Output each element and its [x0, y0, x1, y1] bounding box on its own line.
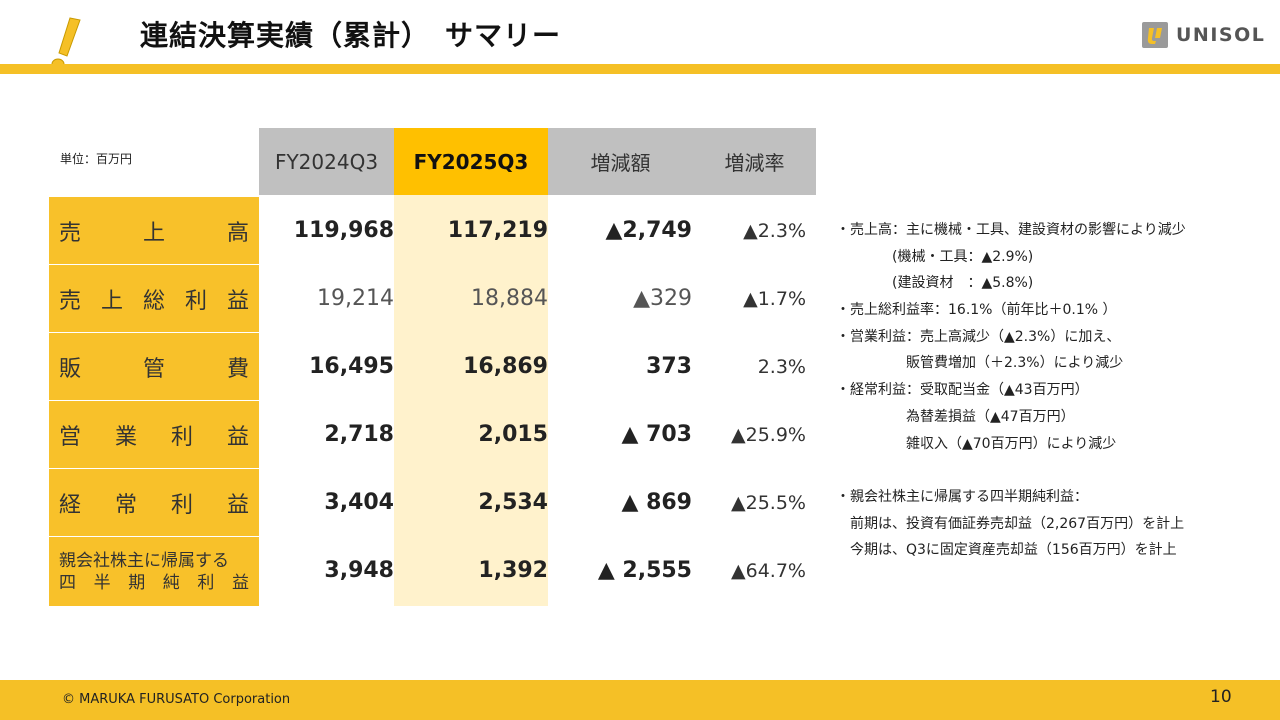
explanation-notes: ・売上高：主に機械・工具、建設資材の影響により減少 (機械・工具：▲2.9%) … [836, 217, 1186, 564]
row-label-net-income: 親会社株主に帰属する 四半期純利益 [49, 537, 259, 606]
note-line: (機械・工具：▲2.9%) [836, 248, 1034, 265]
label-char: 常 [114, 492, 137, 518]
label-char: 利 [170, 492, 193, 518]
header-accent-bar [0, 64, 1280, 74]
label-char: 販 [59, 356, 82, 382]
cell-operating-diff: ▲ 703 [621, 422, 692, 447]
cell-sga-diff: 373 [646, 354, 692, 379]
cell-ordinary-curr: 2,534 [478, 490, 548, 515]
note-line: ・売上高：主に機械・工具、建設資材の影響により減少 [836, 222, 1186, 238]
label-char: 益 [226, 288, 249, 314]
label-char: 期 [128, 572, 146, 593]
cell-operating-rate: ▲25.9% [731, 423, 806, 446]
cell-sales-rate: ▲2.3% [743, 219, 806, 242]
row-label-gross-profit: 売上総利益 [49, 265, 259, 332]
note-line: ・売上総利益率：16.1%（前年比＋0.1% ） [836, 302, 1117, 319]
label-char: 上 [100, 288, 123, 314]
cell-sga-rate: 2.3% [757, 355, 806, 378]
unit-label: 単位：百万円 [60, 152, 133, 166]
cell-operating-prev: 2,718 [324, 422, 394, 447]
cell-sales-prev: 119,968 [293, 218, 394, 243]
page-number: 10 [1210, 687, 1232, 707]
cell-sga-prev: 16,495 [309, 354, 394, 379]
cell-sales-curr: 117,219 [447, 218, 548, 243]
cell-gross-curr: 18,884 [471, 286, 548, 311]
label-char: 費 [226, 356, 249, 382]
note-line: 前期は、投資有価証券売却益（2,267百万円）を計上 [836, 515, 1185, 532]
row-label-operating-profit: 営業利益 [49, 401, 259, 468]
label-char: 業 [114, 424, 137, 450]
column-header-fy2024q3: FY2024Q3 [259, 128, 394, 195]
cell-gross-rate: ▲1.7% [743, 287, 806, 310]
label-char: 総 [142, 288, 165, 314]
label-char: 利 [184, 288, 207, 314]
label-char: 売 [59, 288, 82, 314]
logo-text: UNISOL [1176, 24, 1266, 46]
label-char: 利 [170, 424, 193, 450]
cell-operating-curr: 2,015 [478, 422, 548, 447]
note-line: 今期は、Q3に固定資産売却益（156百万円）を計上 [836, 542, 1177, 559]
label-char: 益 [231, 572, 249, 593]
column-header-change-amount: 増減額 [548, 128, 693, 195]
cell-net-diff: ▲ 2,555 [597, 558, 692, 583]
note-line: 為替差損益（▲47百万円） [836, 408, 1075, 425]
current-period-highlight [394, 195, 548, 606]
cell-ordinary-diff: ▲ 869 [621, 490, 692, 515]
footer-copyright: © MARUKA FURUSATO Corporation [62, 692, 291, 707]
note-line: ・営業利益：売上高減少（▲2.3%）に加え、 [836, 328, 1121, 345]
note-line: ・経常利益：受取配当金（▲43百万円） [836, 382, 1089, 399]
label-char: 経 [59, 492, 82, 518]
label-char: 管 [142, 356, 165, 382]
row-label-text: 営業利益 [59, 419, 249, 451]
label-char: 四 [59, 572, 76, 593]
row-label-line2: 四半期純利益 [59, 572, 249, 594]
row-label-text: 経常利益 [59, 487, 249, 519]
page-title: 連結決算実績（累計） サマリー [140, 19, 562, 52]
row-label-line1: 親会社株主に帰属する [59, 550, 229, 571]
row-label-text: 売上総利益 [59, 283, 249, 315]
cell-gross-diff: ▲329 [633, 286, 692, 311]
note-spacer [836, 457, 1186, 484]
label-char: 半 [93, 572, 111, 593]
row-label-text: 売上高 [59, 215, 249, 247]
cell-ordinary-prev: 3,404 [324, 490, 394, 515]
cell-gross-prev: 19,214 [317, 286, 394, 311]
cell-sales-diff: ▲2,749 [605, 218, 692, 243]
cell-net-prev: 3,948 [324, 558, 394, 583]
row-label-text: 販管費 [59, 351, 249, 383]
label-char: 利 [197, 572, 215, 593]
cell-net-curr: 1,392 [478, 558, 548, 583]
row-label-ordinary-profit: 経常利益 [49, 469, 259, 536]
row-label-sales: 売上高 [49, 197, 259, 264]
cell-ordinary-rate: ▲25.5% [731, 491, 806, 514]
footer-bar [0, 680, 1280, 720]
cell-net-rate: ▲64.7% [731, 559, 806, 582]
label-char: 益 [226, 424, 249, 450]
label-char: 純 [162, 572, 180, 593]
label-char: 営 [59, 424, 82, 450]
unisol-logo-icon [1142, 22, 1168, 48]
company-logo: UNISOL [1142, 22, 1265, 48]
label-char: 上 [142, 220, 165, 246]
label-char: 高 [226, 220, 249, 246]
note-line: ・親会社株主に帰属する四半期純利益： [836, 488, 1088, 505]
note-line: (建設資材 ：▲5.8%) [836, 275, 1034, 292]
column-header-fy2025q3: FY2025Q3 [394, 128, 548, 195]
label-char: 売 [59, 220, 82, 246]
note-line: 雑収入（▲70百万円）により減少 [836, 435, 1117, 452]
row-label-sga: 販管費 [49, 333, 259, 400]
column-header-change-rate: 増減率 [693, 128, 816, 195]
label-char: 益 [226, 492, 249, 518]
cell-sga-curr: 16,869 [463, 354, 548, 379]
note-line: 販管費増加（＋2.3%）により減少 [836, 355, 1124, 372]
